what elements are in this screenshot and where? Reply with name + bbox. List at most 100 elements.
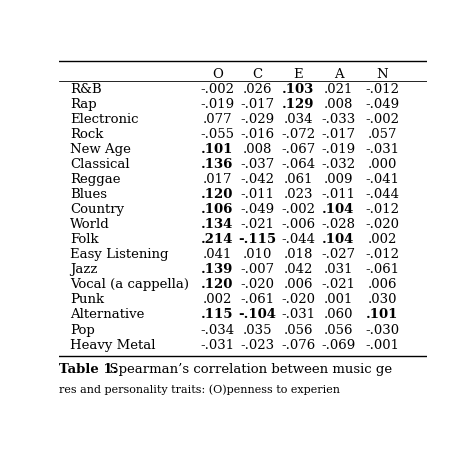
Text: .056: .056 — [283, 324, 313, 336]
Text: Rap: Rap — [70, 98, 97, 111]
Text: .104: .104 — [322, 233, 355, 246]
Text: -.020: -.020 — [281, 293, 315, 306]
Text: -.027: -.027 — [321, 248, 356, 261]
Text: .000: .000 — [368, 158, 397, 171]
Text: New Age: New Age — [70, 143, 131, 156]
Text: Pop: Pop — [70, 324, 95, 336]
Text: -.021: -.021 — [321, 278, 356, 291]
Text: .001: .001 — [324, 293, 353, 306]
Text: .115: .115 — [201, 308, 234, 321]
Text: Alternative: Alternative — [70, 308, 145, 321]
Text: .214: .214 — [201, 233, 234, 246]
Text: -.011: -.011 — [321, 188, 356, 201]
Text: .077: .077 — [202, 113, 232, 126]
Text: .103: .103 — [282, 83, 314, 96]
Text: -.019: -.019 — [321, 143, 356, 156]
Text: -.012: -.012 — [365, 248, 400, 261]
Text: -.069: -.069 — [321, 339, 356, 352]
Text: -.061: -.061 — [241, 293, 274, 306]
Text: .120: .120 — [201, 278, 233, 291]
Text: .061: .061 — [283, 173, 313, 186]
Text: Table 1:: Table 1: — [59, 363, 118, 376]
Text: E: E — [293, 68, 303, 81]
Text: -.055: -.055 — [200, 128, 234, 141]
Text: .031: .031 — [324, 263, 353, 276]
Text: .009: .009 — [324, 173, 353, 186]
Text: -.006: -.006 — [281, 218, 315, 231]
Text: -.020: -.020 — [241, 278, 274, 291]
Text: -.031: -.031 — [365, 143, 400, 156]
Text: R&B: R&B — [70, 83, 102, 96]
Text: Country: Country — [70, 203, 124, 216]
Text: A: A — [334, 68, 343, 81]
Text: -.007: -.007 — [241, 263, 274, 276]
Text: .060: .060 — [324, 308, 353, 321]
Text: .129: .129 — [282, 98, 314, 111]
Text: .023: .023 — [283, 188, 313, 201]
Text: .018: .018 — [283, 248, 313, 261]
Text: res and personality traits: (O)penness to experien: res and personality traits: (O)penness t… — [59, 384, 340, 395]
Text: -.044: -.044 — [281, 233, 315, 246]
Text: -.021: -.021 — [241, 218, 274, 231]
Text: -.028: -.028 — [321, 218, 356, 231]
Text: -.012: -.012 — [365, 83, 400, 96]
Text: -.076: -.076 — [281, 339, 315, 352]
Text: Reggae: Reggae — [70, 173, 121, 186]
Text: N: N — [377, 68, 388, 81]
Text: Easy Listening: Easy Listening — [70, 248, 169, 261]
Text: -.001: -.001 — [365, 339, 400, 352]
Text: -.067: -.067 — [281, 143, 315, 156]
Text: -.104: -.104 — [238, 308, 277, 321]
Text: -.049: -.049 — [241, 203, 274, 216]
Text: .104: .104 — [322, 203, 355, 216]
Text: -.033: -.033 — [321, 113, 356, 126]
Text: World: World — [70, 218, 110, 231]
Text: .002: .002 — [202, 293, 232, 306]
Text: .134: .134 — [201, 218, 233, 231]
Text: .010: .010 — [243, 248, 272, 261]
Text: .106: .106 — [201, 203, 233, 216]
Text: .035: .035 — [243, 324, 273, 336]
Text: -.061: -.061 — [365, 263, 400, 276]
Text: .026: .026 — [243, 83, 273, 96]
Text: -.020: -.020 — [365, 218, 400, 231]
Text: .030: .030 — [368, 293, 397, 306]
Text: Heavy Metal: Heavy Metal — [70, 339, 156, 352]
Text: -.017: -.017 — [241, 98, 274, 111]
Text: -.002: -.002 — [281, 203, 315, 216]
Text: -.031: -.031 — [281, 308, 315, 321]
Text: -.049: -.049 — [365, 98, 400, 111]
Text: .136: .136 — [201, 158, 233, 171]
Text: .006: .006 — [283, 278, 313, 291]
Text: -.042: -.042 — [241, 173, 274, 186]
Text: Spearman’s correlation between music ge: Spearman’s correlation between music ge — [101, 363, 392, 376]
Text: -.041: -.041 — [365, 173, 400, 186]
Text: .041: .041 — [202, 248, 232, 261]
Text: .006: .006 — [368, 278, 397, 291]
Text: -.002: -.002 — [200, 83, 234, 96]
Text: .139: .139 — [201, 263, 233, 276]
Text: -.019: -.019 — [200, 98, 234, 111]
Text: Vocal (a cappella): Vocal (a cappella) — [70, 278, 189, 291]
Text: -.029: -.029 — [241, 113, 274, 126]
Text: .056: .056 — [324, 324, 353, 336]
Text: .120: .120 — [201, 188, 233, 201]
Text: .008: .008 — [324, 98, 353, 111]
Text: .008: .008 — [243, 143, 272, 156]
Text: .101: .101 — [201, 143, 233, 156]
Text: -.030: -.030 — [365, 324, 400, 336]
Text: Rock: Rock — [70, 128, 104, 141]
Text: O: O — [212, 68, 223, 81]
Text: -.017: -.017 — [321, 128, 356, 141]
Text: -.031: -.031 — [200, 339, 234, 352]
Text: -.023: -.023 — [241, 339, 274, 352]
Text: .021: .021 — [324, 83, 353, 96]
Text: Classical: Classical — [70, 158, 130, 171]
Text: .034: .034 — [283, 113, 313, 126]
Text: .017: .017 — [202, 173, 232, 186]
Text: Punk: Punk — [70, 293, 104, 306]
Text: -.044: -.044 — [365, 188, 400, 201]
Text: -.032: -.032 — [321, 158, 356, 171]
Text: -.115: -.115 — [238, 233, 277, 246]
Text: C: C — [253, 68, 263, 81]
